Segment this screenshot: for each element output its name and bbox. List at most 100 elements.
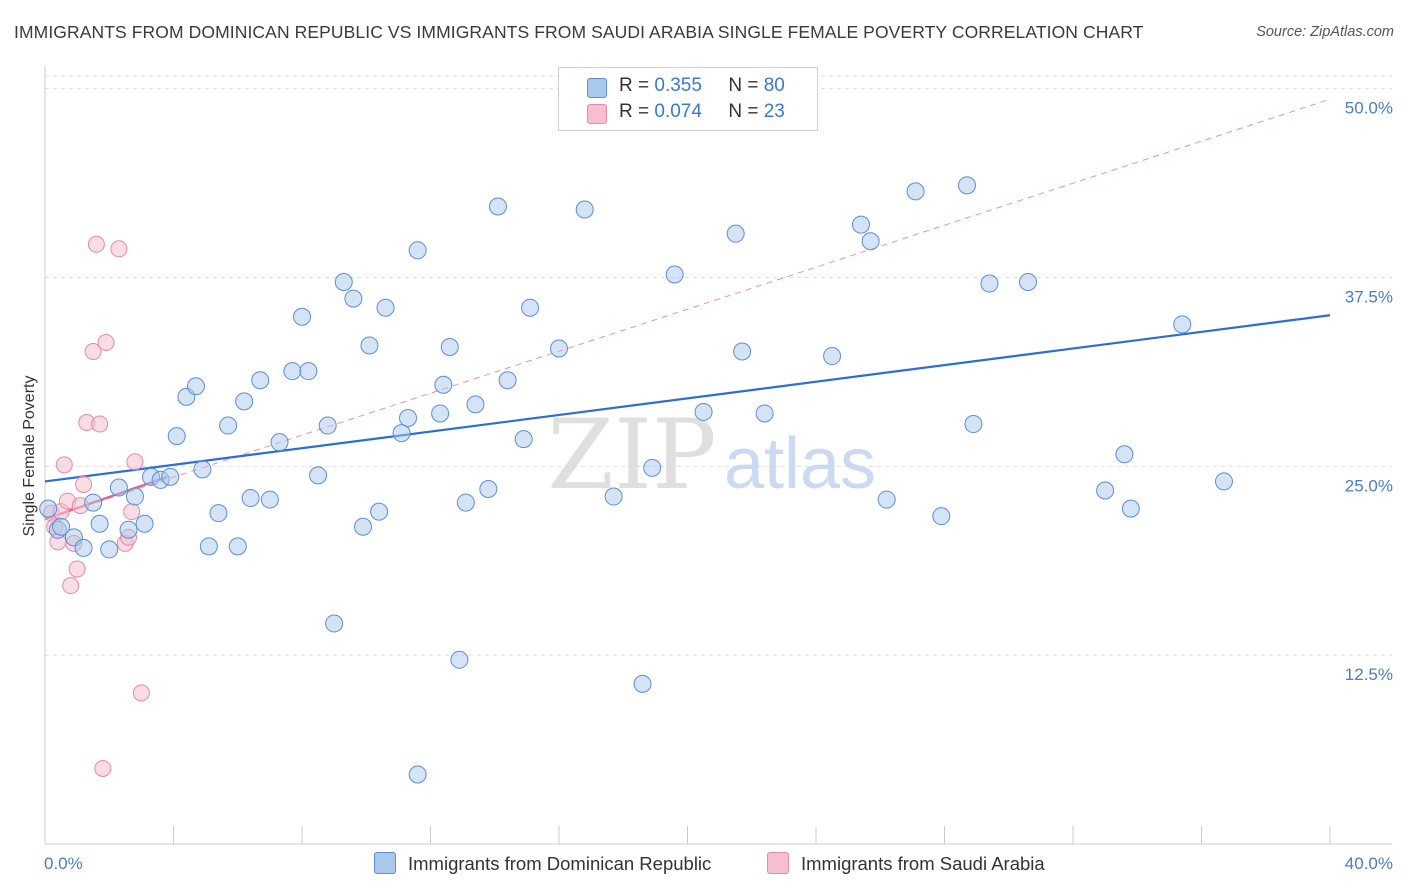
dominican-point (550, 339, 568, 358)
dominican-point (260, 490, 279, 509)
y-axis-title: Single Female Poverty (21, 376, 38, 537)
dominican-point (851, 215, 870, 234)
dominican-point (861, 232, 880, 251)
dominican-point (479, 479, 498, 498)
dominican-point (726, 224, 745, 243)
dominican-point (1115, 445, 1134, 464)
dominican-point (1173, 315, 1192, 334)
dominican-point (1019, 273, 1038, 292)
dominican-point (167, 427, 186, 446)
saudi-point (97, 333, 115, 351)
dominican-point (521, 298, 540, 317)
x-tick-label-max: 40.0% (1345, 854, 1393, 873)
watermark: ZIP atlas (547, 399, 876, 511)
grid-lines (45, 75, 1392, 656)
dominican-point (84, 493, 103, 512)
dominican-point (293, 307, 311, 326)
dominican-point (456, 493, 475, 512)
dominican-point (370, 502, 389, 521)
dominican-point (665, 265, 684, 284)
bottom-legend-dominican: Immigrants from Dominican Republic (374, 852, 711, 875)
dominican-point (957, 176, 976, 195)
dominican-point (199, 537, 218, 556)
dominican-point (633, 674, 652, 693)
chart-title: IMMIGRANTS FROM DOMINICAN REPUBLIC VS IM… (14, 22, 1144, 42)
dominican-point (376, 298, 395, 317)
watermark-atlas: atlas (724, 424, 876, 504)
dominican-point (823, 347, 842, 366)
legend-n-label: N = (728, 101, 764, 122)
legend-swatch-pink (587, 104, 607, 124)
watermark-zip: ZIP (547, 399, 716, 511)
dominican-point (299, 362, 318, 381)
saudi-point (110, 240, 128, 258)
dominican-trend-line (44, 314, 1331, 483)
legend-box: R = 0.355 N = 80 R = 0.074 N = 23 (558, 67, 818, 131)
saudi-point (91, 415, 109, 433)
dominican-point (643, 458, 662, 477)
dominican-point (980, 274, 999, 293)
dominican-point (877, 490, 896, 509)
bottom-legend-swatch-blue (374, 852, 396, 874)
saudi-point (126, 453, 144, 471)
legend-r-value: 0.355 (654, 75, 702, 96)
dominican-point (906, 182, 925, 201)
series-dominican-republic (39, 176, 1233, 784)
saudi-point (87, 235, 105, 253)
dominican-point (450, 650, 469, 669)
dominican-point (434, 375, 453, 394)
dominican-point (694, 402, 713, 421)
dominican-point (161, 467, 180, 486)
legend-r-label: R = (619, 75, 655, 96)
dominican-point (932, 507, 951, 526)
dominican-point (109, 478, 128, 497)
saudi-point (94, 759, 112, 777)
dominican-point (74, 538, 93, 557)
dominican-point (431, 404, 450, 423)
saudi-point (75, 475, 93, 493)
dominican-point (399, 408, 418, 427)
dominican-point (360, 336, 379, 355)
y-tick-label: 37.5% (1345, 287, 1393, 306)
dominican-point (219, 416, 238, 435)
dominican-point (733, 342, 752, 361)
dominican-point (488, 197, 507, 216)
dominican-point (125, 487, 144, 506)
saudi-point (62, 577, 80, 595)
dominican-point (575, 200, 594, 219)
dominican-point (241, 489, 260, 508)
dominican-point (408, 765, 427, 784)
dominican-point (498, 371, 517, 390)
dominican-point (251, 371, 270, 390)
dominican-point (334, 273, 353, 292)
y-tick-label: 25.0% (1345, 476, 1393, 495)
dominican-point (392, 424, 411, 443)
dominican-point (1214, 472, 1233, 491)
dominican-point (186, 377, 205, 396)
dominican-point (235, 392, 254, 411)
dominican-point (964, 415, 983, 434)
legend-n-value: 80 (763, 75, 785, 96)
dominican-point (514, 430, 533, 449)
bottom-legend-saudi: Immigrants from Saudi Arabia (767, 852, 1045, 875)
saudi-point (123, 503, 141, 521)
dominican-point (193, 460, 212, 479)
legend-r-label: R = (619, 101, 655, 122)
dominican-point (119, 520, 138, 539)
dominican-point (1121, 499, 1140, 518)
legend-n-label: N = (728, 75, 764, 96)
dominican-point (135, 514, 154, 533)
bottom-legend-label: Immigrants from Saudi Arabia (801, 853, 1045, 874)
dominican-point (270, 433, 289, 452)
dominican-point (354, 517, 373, 536)
dominican-point (52, 517, 71, 536)
dominican-point (100, 540, 119, 559)
dominican-point (325, 614, 344, 633)
dominican-point (408, 241, 427, 260)
x-tick-label-min: 0.0% (44, 854, 83, 873)
saudi-point (68, 560, 86, 578)
dominican-point (440, 337, 459, 356)
dominican-point (39, 499, 58, 518)
dominican-point (209, 504, 228, 523)
